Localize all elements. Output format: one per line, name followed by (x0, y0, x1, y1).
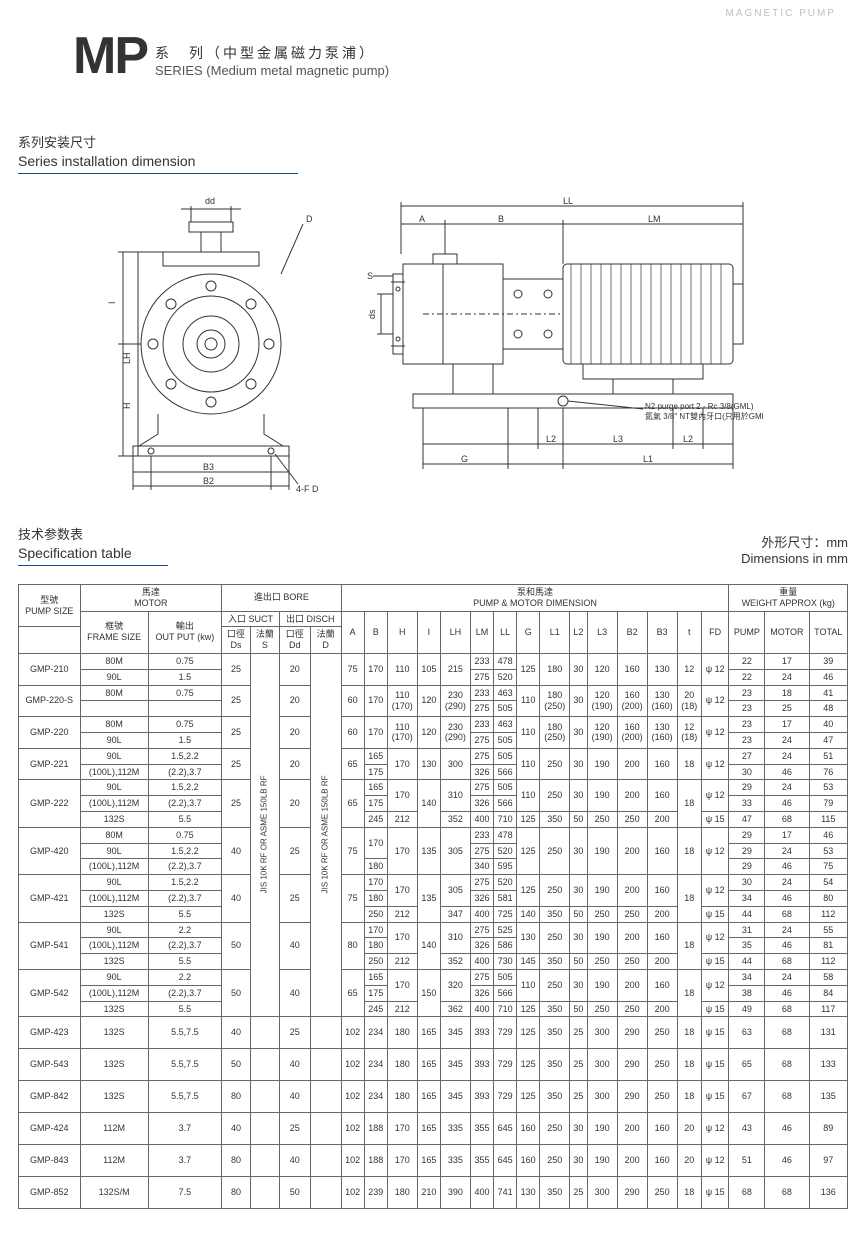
svg-text:S: S (367, 271, 373, 281)
specification-table: 型號PUMP SIZE 馬達MOTOR 進出口 BORE 泵和馬達PUMP & … (18, 584, 848, 1209)
table-row: GMP-424112M3.740251021881701653353556451… (19, 1113, 848, 1145)
svg-text:L1: L1 (643, 454, 653, 464)
table-row: GMP-54190L2.2504080170170140310275525130… (19, 922, 848, 938)
svg-text:4-F D: 4-F D (296, 484, 319, 494)
series-name-cn: 系 列（中型金属磁力泵浦） (155, 43, 389, 63)
table-row: GMP-843112M3.780401021881701653353556451… (19, 1145, 848, 1177)
diagram-front-view: dd D (103, 194, 333, 494)
svg-text:dd: dd (205, 196, 215, 206)
diagram-side-view: LL A B LM S ds (363, 194, 763, 494)
table-header: 型號PUMP SIZE 馬達MOTOR 進出口 BORE 泵和馬達PUMP & … (19, 585, 848, 654)
svg-text:L2: L2 (683, 434, 693, 444)
svg-text:L2: L2 (546, 434, 556, 444)
spec-section-header: 技术参数表 Specification table (18, 524, 168, 566)
page-title: MP 系 列（中型金属磁力泵浦） SERIES (Medium metal ma… (73, 30, 848, 82)
table-row: GMP-42080M0.7540257517017013530523347812… (19, 827, 848, 843)
table-row: GMP-423132S5.5,7.54025102234180165345393… (19, 1017, 848, 1049)
table-row: GMP-852132S/M7.5805010223918021039040074… (19, 1177, 848, 1209)
install-section-header: 系列安装尺寸 Series installation dimension (18, 132, 848, 174)
page-corner-text: MAGNETIC PUMP (726, 8, 836, 19)
table-row: GMP-22080M0.75252060170110(170)120230(29… (19, 717, 848, 733)
svg-text:LM: LM (648, 214, 661, 224)
svg-text:A: A (419, 214, 425, 224)
svg-text:LL: LL (563, 196, 573, 206)
table-row: GMP-21080M0.7525JIS 10K RF OR ASME 150LB… (19, 653, 848, 669)
series-name-en: SERIES (Medium metal magnetic pump) (155, 63, 389, 78)
svg-text:氮氣 3/8" NT雙內牙口(只用於GML): 氮氣 3/8" NT雙內牙口(只用於GML) (645, 411, 763, 421)
table-row: GMP-54290L2.2504065165170150320275505110… (19, 969, 848, 985)
svg-text:B: B (498, 214, 504, 224)
svg-text:B2: B2 (203, 476, 214, 486)
svg-text:LH: LH (122, 352, 132, 364)
table-row: GMP-220-S80M0.75252060170110(170)120230(… (19, 685, 848, 701)
dim-unit-label: 外形尺寸：mm Dimensions in mm (741, 532, 848, 566)
svg-text:N2 purge port 2 - Rc 3/8(GML): N2 purge port 2 - Rc 3/8(GML) (645, 402, 754, 411)
table-row: GMP-42190L1.5,2.240257517017013530527552… (19, 875, 848, 891)
svg-text:I: I (107, 301, 117, 304)
svg-text:G: G (461, 454, 468, 464)
svg-text:B3: B3 (203, 462, 214, 472)
series-code: MP (73, 30, 147, 82)
table-row: GMP-543132S5.5,7.55040102234180165345393… (19, 1049, 848, 1081)
svg-text:ds: ds (367, 309, 377, 319)
table-row: GMP-22290L1.5,2.225206516517014031027550… (19, 780, 848, 796)
svg-text:L3: L3 (613, 434, 623, 444)
svg-text:H: H (122, 403, 132, 410)
dimension-diagrams: dd D (18, 194, 848, 494)
svg-text:D: D (306, 214, 313, 224)
table-row: GMP-22190L1.5,2.225206516517013030027550… (19, 748, 848, 764)
table-row: GMP-842132S5.5,7.58040102234180165345393… (19, 1081, 848, 1113)
